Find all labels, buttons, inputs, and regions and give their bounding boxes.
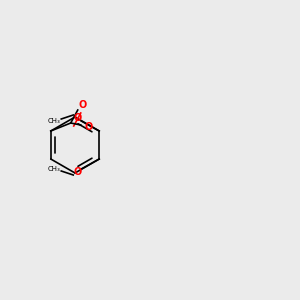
Text: CH₃: CH₃ — [48, 118, 61, 124]
Text: O: O — [73, 113, 81, 123]
Text: O: O — [85, 122, 93, 132]
Text: CH₃: CH₃ — [48, 166, 61, 172]
Text: O: O — [73, 167, 81, 177]
Text: O: O — [79, 100, 87, 110]
